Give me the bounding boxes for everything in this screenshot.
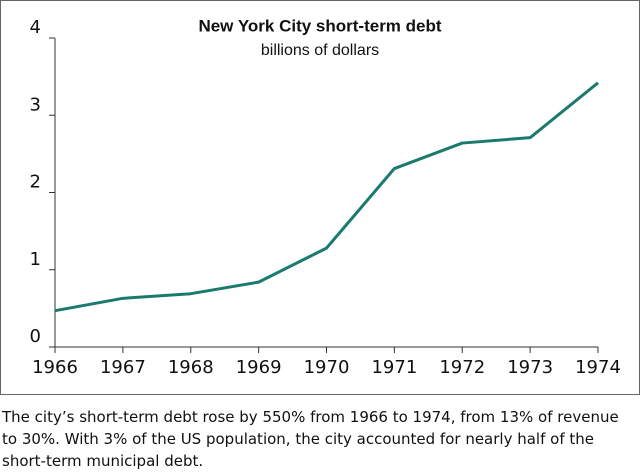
y-tick-label: 2	[30, 172, 41, 193]
chart: New York City short-term debt billions o…	[0, 0, 640, 395]
chart-title: New York City short-term debt	[198, 16, 441, 35]
x-tick-label: 1972	[439, 357, 485, 378]
chart-subtitle: billions of dollars	[261, 42, 379, 59]
x-tick-label: 1974	[575, 357, 621, 378]
x-tick-label: 1967	[100, 357, 146, 378]
data-line	[54, 81, 599, 313]
x-tick-label: 1968	[168, 357, 214, 378]
y-tick-label: 4	[30, 17, 41, 38]
caption: The city’s short-term debt rose by 550% …	[2, 408, 619, 470]
chart-frame	[0, 0, 640, 395]
x-tick-label: 1969	[236, 357, 282, 378]
x-tick-label: 1966	[32, 357, 78, 378]
x-tick-label: 1973	[507, 357, 553, 378]
x-tick-label: 1971	[371, 357, 417, 378]
y-tick-label: 0	[30, 326, 41, 347]
x-tick-label: 1970	[304, 357, 350, 378]
y-tick-label: 3	[30, 94, 41, 115]
y-tick-label: 1	[30, 249, 41, 270]
